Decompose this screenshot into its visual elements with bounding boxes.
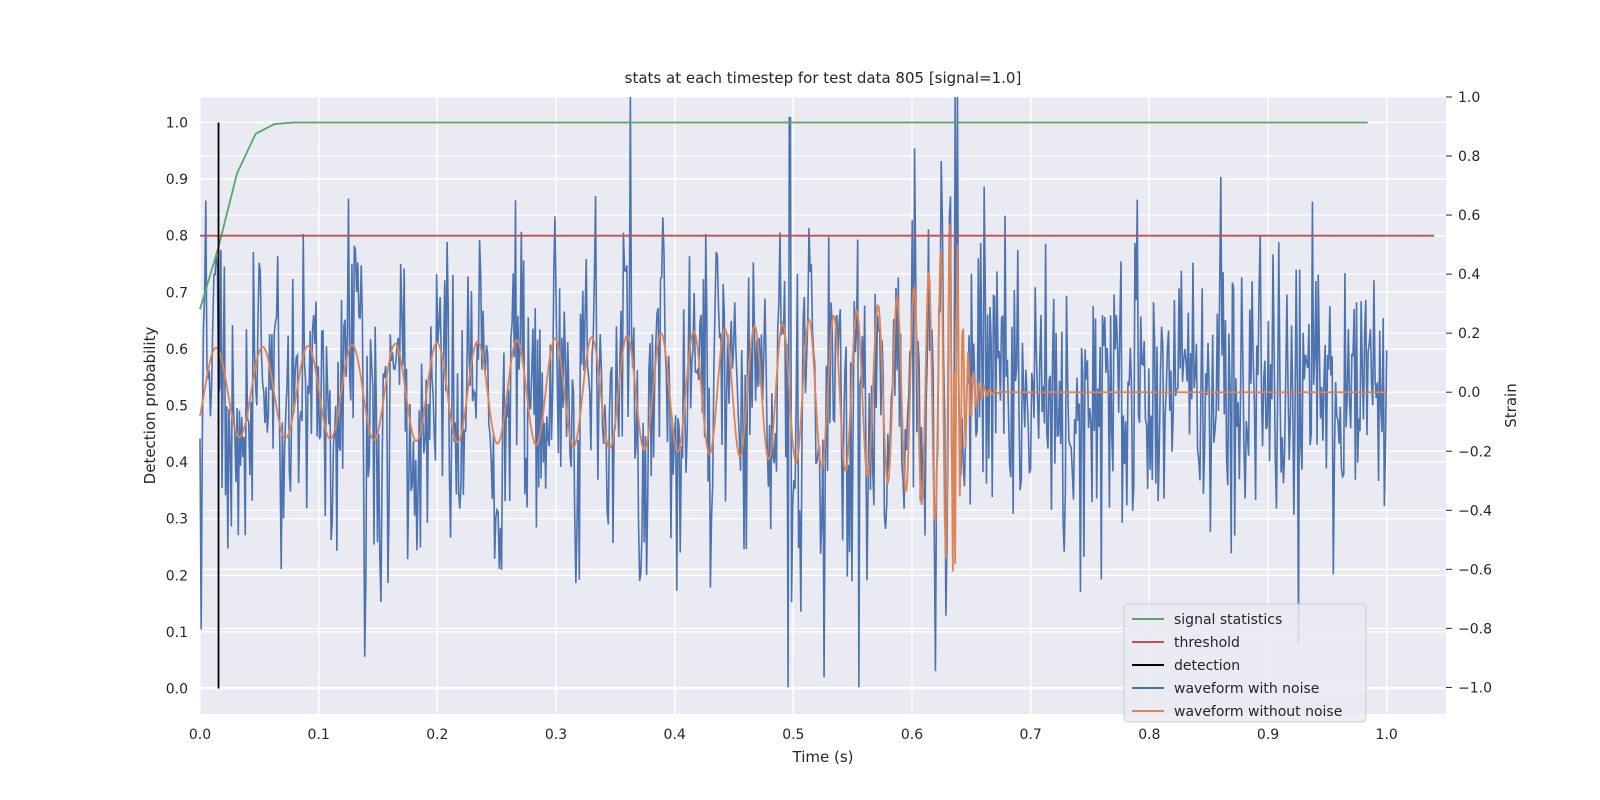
- x-tick-label: 0.5: [782, 727, 804, 743]
- x-tick-label: 0.0: [189, 727, 211, 743]
- y-tick-label: 0.7: [166, 285, 188, 301]
- x-axis-label: Time (s): [792, 748, 854, 766]
- legend-label: threshold: [1174, 635, 1240, 651]
- y2-tick-label: 0.4: [1458, 267, 1480, 283]
- x-tick-label: 0.3: [545, 727, 567, 743]
- y2-tick-label: 1.0: [1458, 90, 1480, 106]
- y-tick-label: 0.5: [166, 399, 188, 415]
- y2-axis-ticks: −1.0 −0.8 −0.6 −0.4 −0.2 0.0 0.2 0.4 0.6 0.8 1.0: [1446, 90, 1492, 696]
- y2-tick-label: −1.0: [1458, 680, 1492, 696]
- legend-label: detection: [1174, 658, 1240, 674]
- line-waveform-without-noise: [199, 223, 1387, 572]
- y2-axis-label: Strain: [1502, 383, 1520, 427]
- series-waveform-with-noise: [199, 96, 1388, 688]
- legend-label: signal statistics: [1174, 612, 1282, 628]
- x-tick-label: 0.1: [308, 727, 330, 743]
- y-axis-label: Detection probability: [141, 327, 159, 485]
- y2-tick-label: −0.8: [1458, 621, 1492, 637]
- x-axis-ticks: 0.0 0.1 0.2 0.3 0.4 0.5 0.6 0.7 0.8 0.9 1.0: [189, 727, 1398, 743]
- legend-label: waveform without noise: [1174, 704, 1342, 720]
- y-tick-label: 0.2: [166, 568, 188, 584]
- x-tick-label: 1.0: [1376, 727, 1398, 743]
- x-tick-label: 0.9: [1257, 727, 1279, 743]
- x-tick-label: 0.6: [901, 727, 923, 743]
- y2-tick-label: 0.0: [1458, 385, 1480, 401]
- y-tick-label: 0.8: [166, 229, 188, 245]
- x-tick-label: 0.7: [1020, 727, 1042, 743]
- y2-tick-label: 0.6: [1458, 208, 1480, 224]
- y-tick-label: 0.6: [166, 342, 188, 358]
- series-signal-statistics: [199, 121, 1368, 310]
- x-tick-label: 0.4: [664, 727, 686, 743]
- legend: signal statistics threshold detection wavef…: [1123, 603, 1367, 723]
- y2-tick-label: −0.6: [1458, 562, 1492, 578]
- y2-tick-label: −0.4: [1458, 503, 1492, 519]
- y2-tick-label: 0.2: [1458, 326, 1480, 342]
- y-axis-ticks: 0.0 0.1 0.2 0.3 0.4 0.5 0.6 0.7 0.8 0.9 1.0: [166, 115, 188, 697]
- y-tick-label: 0.9: [166, 172, 188, 188]
- series-waveform-without-noise: [199, 223, 1387, 572]
- y-tick-label: 0.3: [166, 512, 188, 528]
- y-tick-label: 0.4: [166, 455, 188, 471]
- x-tick-label: 0.8: [1138, 727, 1160, 743]
- legend-frame: [1123, 603, 1367, 723]
- y2-tick-label: −0.2: [1458, 444, 1492, 460]
- chart-title: stats at each timestep for test data 805…: [625, 69, 1022, 87]
- y2-tick-label: 0.8: [1458, 149, 1480, 165]
- y-tick-label: 1.0: [166, 115, 188, 131]
- line-waveform-with-noise: [199, 96, 1388, 688]
- y-tick-label: 0.1: [166, 625, 188, 641]
- y-tick-label: 0.0: [166, 682, 188, 698]
- legend-label: waveform with noise: [1174, 681, 1319, 697]
- x-tick-label: 0.2: [426, 727, 448, 743]
- line-signal-statistics: [199, 121, 1368, 310]
